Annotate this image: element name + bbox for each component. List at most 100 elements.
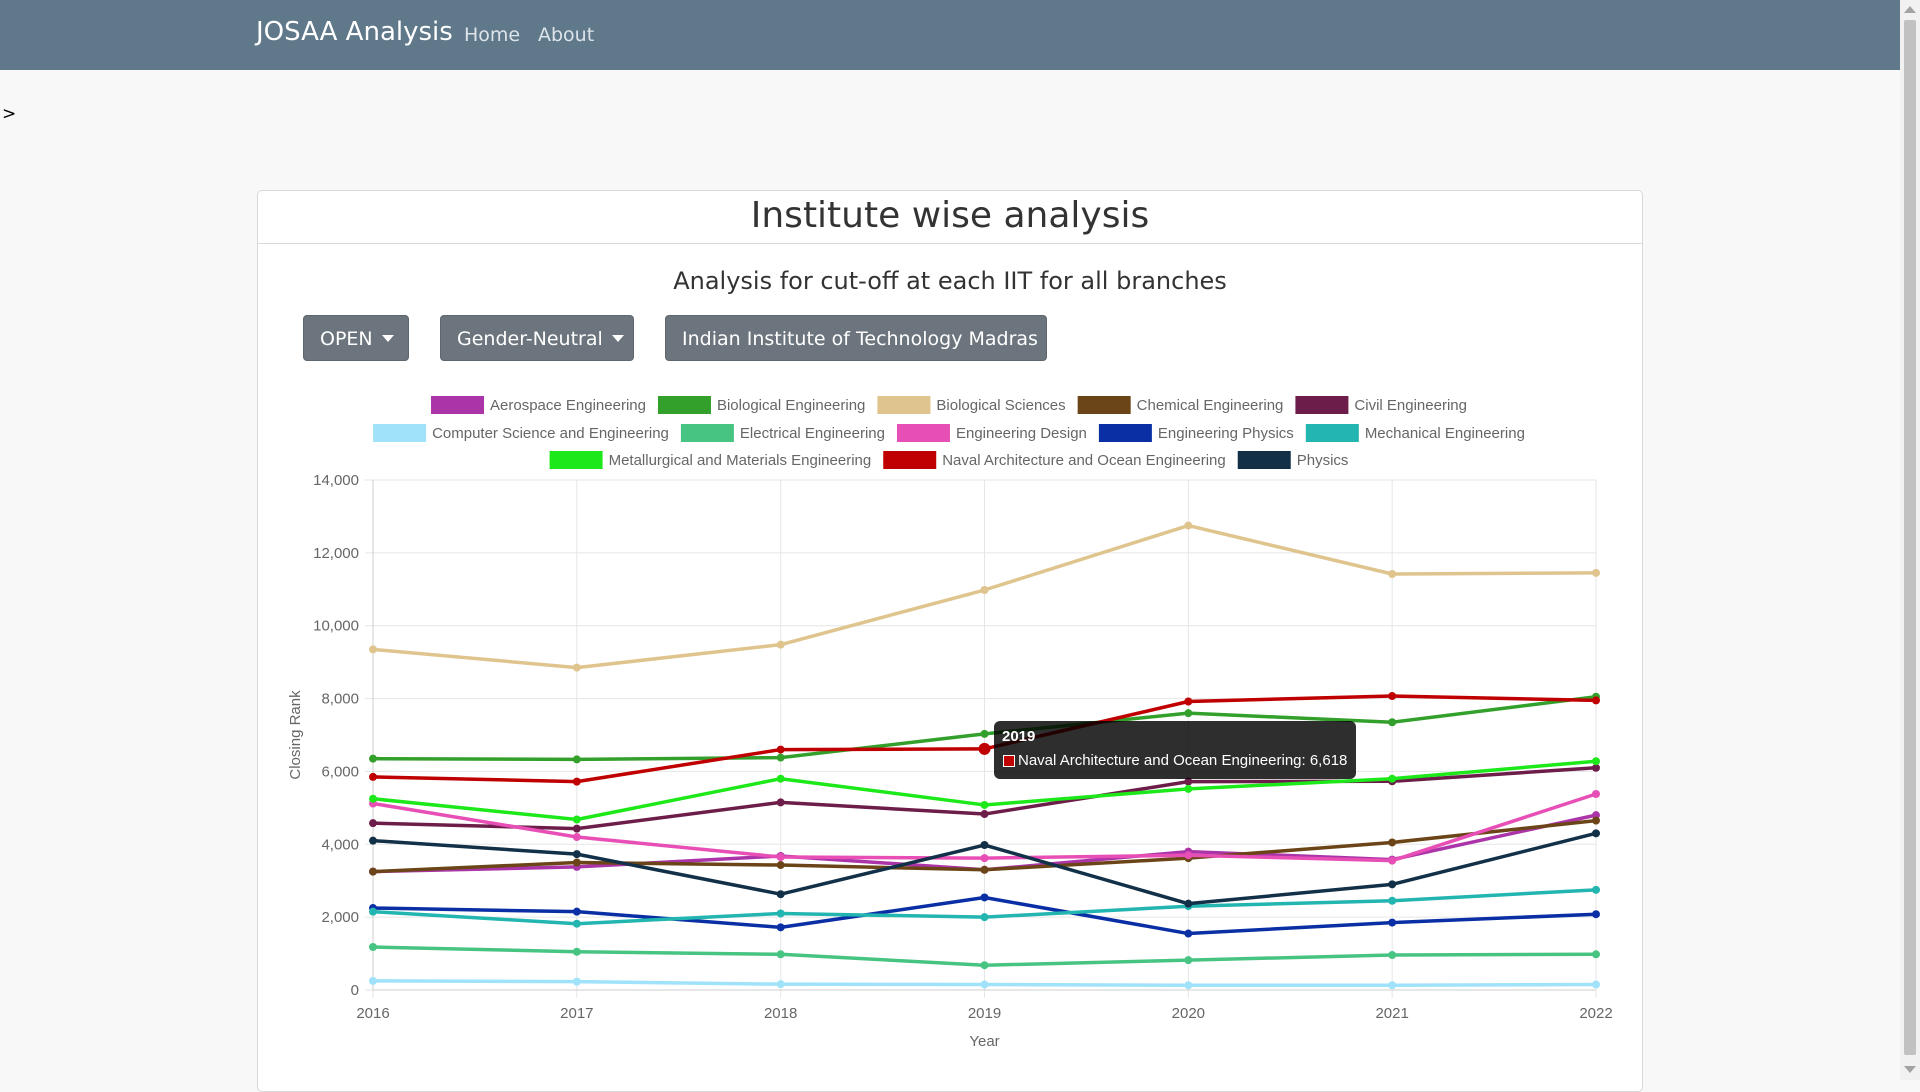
legend-item: Computer Science and Engineering	[373, 424, 669, 442]
data-point	[776, 980, 785, 989]
data-point	[980, 800, 989, 809]
data-point	[1592, 696, 1600, 705]
data-point	[1388, 880, 1397, 889]
data-point	[980, 729, 989, 738]
chart-axes: 0 2,000 4,000 6,000 8,000 10,000 12,000 14,000 2…	[287, 472, 1613, 1050]
data-point	[572, 850, 581, 859]
data-point	[776, 853, 785, 862]
data-point	[1592, 811, 1600, 820]
data-point	[1592, 980, 1600, 989]
legend-label: Engineering Design	[956, 425, 1087, 442]
data-point	[1388, 692, 1397, 701]
y-tick-label: 14,000	[313, 472, 359, 489]
series-group	[369, 829, 1600, 908]
data-point	[1184, 981, 1193, 990]
scroll-up-arrow-icon[interactable]	[1904, 6, 1916, 13]
data-point	[1592, 816, 1600, 825]
legend-item: Engineering Design	[896, 424, 1087, 442]
data-point	[776, 923, 785, 932]
legend-label: Electrical Engineering	[740, 425, 885, 442]
data-point	[572, 833, 581, 841]
series-group	[369, 521, 1600, 672]
chevron-down-icon	[691, 381, 703, 388]
data-point	[1184, 709, 1193, 718]
data-point	[1592, 950, 1600, 959]
legend-item: Aerospace Engineering	[431, 396, 646, 414]
brand-link[interactable]: JOSAA Analysis	[256, 17, 453, 47]
highlighted-point	[978, 742, 991, 755]
data-point	[1592, 757, 1600, 766]
legend-item: Chemical Engineering	[1077, 396, 1284, 414]
data-point	[1388, 856, 1397, 865]
data-point	[776, 909, 785, 918]
data-point	[369, 794, 377, 803]
data-point	[1388, 569, 1397, 578]
legend-label: Mechanical Engineering	[1365, 425, 1525, 442]
scrollbar-thumb[interactable]	[1904, 20, 1916, 1055]
legend-item: Metallurgical and Materials Engineering	[549, 451, 871, 469]
chevron-down-icon	[381, 335, 394, 342]
legend-label: Chemical Engineering	[1137, 397, 1284, 414]
vertical-scrollbar[interactable]	[1900, 0, 1920, 1080]
y-tick-label: 10,000	[313, 618, 359, 635]
y-tick-label: 2,000	[321, 909, 359, 926]
data-point	[1388, 838, 1397, 847]
y-axis-title: Closing Rank	[287, 690, 304, 780]
data-point	[572, 977, 581, 986]
data-point	[572, 919, 581, 928]
legend-label: Engineering Physics	[1158, 425, 1294, 442]
data-point	[980, 865, 989, 874]
data-point	[980, 854, 989, 863]
y-tick-label: 6,000	[321, 763, 359, 780]
data-point	[369, 772, 377, 781]
data-point	[572, 777, 581, 786]
data-point	[980, 980, 989, 989]
data-point	[1592, 829, 1600, 838]
series-group	[369, 816, 1600, 876]
scroll-down-arrow-icon[interactable]	[1904, 1066, 1916, 1073]
data-point	[369, 907, 377, 916]
legend-item: Physics	[1237, 451, 1349, 469]
legend-swatch	[1077, 396, 1131, 414]
y-tick-label: 12,000	[313, 545, 359, 562]
legend-swatch	[883, 451, 937, 469]
data-point	[980, 810, 989, 819]
data-point	[369, 754, 377, 763]
data-point	[1184, 899, 1193, 908]
series-group	[369, 976, 1600, 990]
nav-link-home[interactable]: Home	[464, 24, 521, 46]
x-tick-label: 2016	[356, 1005, 389, 1022]
data-point	[980, 961, 989, 970]
tooltip-body: Naval Architecture and Ocean Engineering…	[1018, 752, 1348, 769]
y-tick-label: 4,000	[321, 836, 359, 853]
chart-subtitle: Analysis for cut-off at each IIT for all…	[673, 267, 1227, 295]
chart-tooltip: 2019 Naval Architecture and Ocean Engine…	[994, 721, 1356, 779]
data-point	[572, 755, 581, 764]
data-point	[1592, 790, 1600, 799]
data-point	[1184, 929, 1193, 938]
data-point	[1388, 718, 1397, 727]
x-axis-title: Year	[969, 1033, 999, 1050]
category-dropdown[interactable]: OPEN	[303, 315, 409, 361]
data-point	[776, 798, 785, 807]
chart-legend: Aerospace Engineering Biological Engineer…	[373, 396, 1525, 469]
gender-dropdown[interactable]: Gender-Neutral	[440, 315, 634, 361]
legend-label: Naval Architecture and Ocean Engineering	[942, 452, 1226, 469]
tooltip-color-swatch	[1003, 755, 1015, 767]
data-point	[776, 753, 785, 762]
data-point	[369, 943, 377, 952]
data-point	[1388, 981, 1397, 990]
data-point	[572, 858, 581, 867]
institute-dropdown[interactable]: Indian Institute of Technology Madras	[665, 315, 1047, 388]
legend-item: Biological Engineering	[657, 396, 865, 414]
data-point	[1388, 774, 1397, 783]
data-point	[572, 815, 581, 824]
legend-label: Physics	[1297, 452, 1349, 469]
legend-label: Biological Sciences	[936, 397, 1065, 414]
legend-swatch	[680, 424, 734, 442]
nav-link-about[interactable]: About	[538, 24, 595, 46]
tooltip-title: 2019	[1002, 728, 1036, 745]
data-point	[980, 586, 989, 595]
line-chart: Aerospace Engineering Biological Engineer…	[287, 396, 1613, 1050]
data-point	[1592, 910, 1600, 919]
